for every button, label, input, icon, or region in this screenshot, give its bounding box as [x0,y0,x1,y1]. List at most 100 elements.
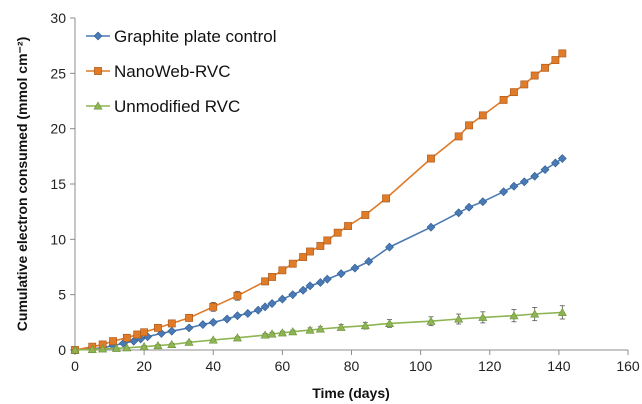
data-point [298,285,308,295]
data-point [454,132,463,141]
data-point [154,323,162,332]
data-point [153,340,163,350]
y-tick-label: 0 [58,342,66,358]
data-point [316,242,325,250]
x-tick-label: 140 [547,358,571,374]
data-point [530,171,540,181]
data-point [454,314,464,323]
data-point [233,311,242,321]
data-point [260,302,270,312]
x-tick-label: 40 [205,358,221,374]
data-point [323,236,332,245]
data-point [499,95,508,104]
data-point [109,337,117,346]
x-ticks: 0 20 40 60 80 100 120 140 160 [71,350,640,374]
legend: Graphite plate control NanoWeb-RVC Unmodif… [86,27,277,116]
data-point [167,339,177,348]
data-point [382,194,390,203]
data-point [98,344,108,353]
data-point [427,154,435,163]
data-point [478,111,487,120]
data-point [465,121,473,130]
data-point [361,211,370,219]
data-point [315,324,325,333]
x-axis-title: Time (days) [312,385,390,401]
legend-label: Unmodified RVC [114,97,240,116]
data-point [478,197,488,207]
data-point [278,266,287,275]
data-point [140,328,149,337]
data-point [385,318,395,327]
data-point [426,222,436,232]
data-point [222,314,232,324]
series-0 [70,154,567,355]
data-point [333,228,342,237]
data-point [464,202,474,212]
data-point [198,320,208,329]
legend-label: NanoWeb-RVC [114,62,231,81]
data-point [208,335,218,344]
data-point [360,321,370,330]
data-point [267,299,277,308]
data-point [557,154,567,163]
data-point [315,278,325,287]
data-point [260,330,270,339]
data-point [385,242,394,252]
legend-label: Graphite plate control [114,27,277,46]
data-point [336,322,346,331]
data-point [509,311,519,320]
data-point [540,165,550,175]
data-point [426,316,436,325]
x-tick-label: 120 [478,358,502,374]
data-point [557,307,567,316]
series-2 [70,305,567,354]
data-point [111,343,121,352]
y-tick-label: 5 [58,287,66,303]
data-point [268,273,276,281]
data-point [122,343,132,352]
y-tick-label: 20 [50,121,66,137]
data-point [277,294,287,304]
data-point [305,325,315,334]
data-point [267,329,277,338]
x-tick-label: 80 [344,358,360,374]
data-point [208,317,218,327]
legend-marker [94,67,102,75]
x-tick-label: 60 [275,358,291,374]
data-point [299,253,308,261]
data-point [520,80,529,89]
data-point [243,309,253,318]
data-point [551,56,560,64]
data-point [70,345,80,354]
y-ticks: 0 5 10 15 20 25 30 [50,10,75,358]
data-point [550,158,560,168]
data-point [232,333,242,342]
data-point [350,263,360,273]
data-point [306,247,314,256]
data-point [478,312,488,321]
data-point [509,181,519,191]
y-axis-title: Cumulative electron consumed (mmol cm⁻²) [14,37,30,331]
series-1 [71,49,567,354]
data-point [277,328,287,337]
data-point [288,327,298,336]
y-tick-label: 15 [50,176,66,192]
data-point [288,290,298,300]
data-point [336,269,346,279]
data-point [167,319,176,328]
series-layer [70,49,567,355]
data-point [510,88,518,97]
data-point [364,257,374,266]
y-tick-label: 10 [50,231,66,247]
legend-marker [93,101,103,110]
x-tick-label: 160 [616,358,640,374]
data-point [253,305,263,315]
data-point [129,336,139,346]
data-point [454,208,464,218]
legend-marker [93,31,103,41]
data-point [209,302,218,311]
y-tick-label: 30 [50,10,66,26]
x-tick-label: 100 [409,358,433,374]
data-point [499,187,508,197]
